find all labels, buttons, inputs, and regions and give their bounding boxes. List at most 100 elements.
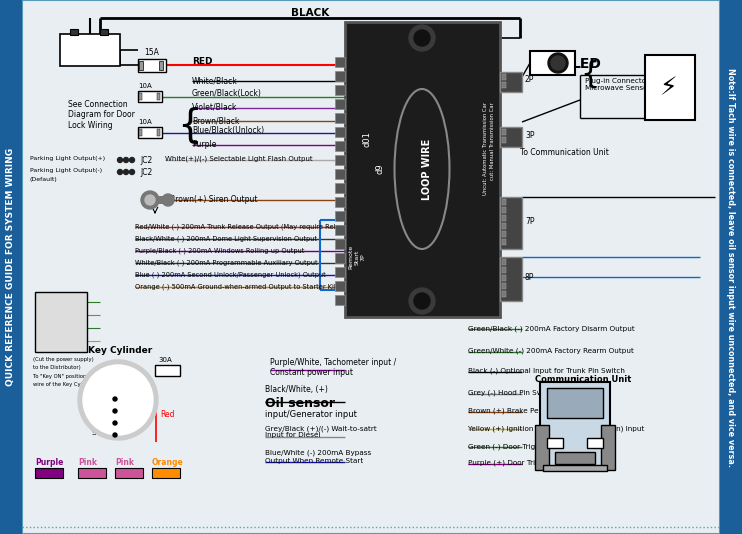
Text: RED: RED [192, 57, 212, 66]
Text: Communication Unit: Communication Unit [535, 375, 631, 384]
Bar [502, 137, 506, 143]
Bar [502, 215, 506, 221]
Circle shape [113, 409, 117, 413]
Bar [139, 61, 143, 70]
Text: Plug-in Connector for
Microwave Sensor: Plug-in Connector for Microwave Sensor [585, 78, 661, 91]
Text: Violet/Black: Violet/Black [192, 103, 237, 112]
Circle shape [113, 397, 117, 401]
Bar [335, 267, 345, 277]
Bar [502, 267, 506, 273]
Text: Parking Light Output(-): Parking Light Output(-) [30, 168, 102, 173]
Bar [78, 468, 106, 478]
Text: d9: d9 [375, 164, 384, 174]
Bar [335, 281, 345, 291]
Text: IGN #1: IGN #1 [92, 406, 118, 412]
Circle shape [113, 433, 117, 437]
Bar [540, 382, 610, 467]
Text: Green/White (-) 200mA Factory Rearm Output: Green/White (-) 200mA Factory Rearm Outp… [468, 348, 634, 355]
Text: Brown(+) Siren Output: Brown(+) Siren Output [170, 195, 257, 204]
Bar [335, 183, 345, 193]
Bar [547, 438, 563, 448]
Bar [547, 388, 603, 418]
Text: Pink: Pink [115, 458, 134, 467]
Bar [60, 34, 120, 66]
Text: Key Cylinder: Key Cylinder [88, 346, 152, 355]
Bar [138, 91, 162, 102]
Bar [335, 225, 345, 235]
Circle shape [117, 169, 122, 175]
Text: ACC: ACC [92, 394, 107, 400]
Text: Red/White (-) 200mA Trunk Release Output (May require Relay): Red/White (-) 200mA Trunk Release Output… [135, 223, 346, 230]
Text: 2P: 2P [525, 75, 534, 84]
Bar [100, 29, 108, 35]
Bar [555, 452, 595, 464]
Bar [502, 82, 506, 88]
Text: Purple/White, Tachometer input /
Constant power input: Purple/White, Tachometer input / Constan… [270, 358, 396, 378]
Text: d01: d01 [363, 131, 372, 147]
Text: Parking Light Output(+): Parking Light Output(+) [30, 156, 105, 161]
Text: ⊕    ⊖: ⊕ ⊖ [66, 38, 95, 48]
Text: 8P: 8P [525, 272, 534, 281]
Bar [502, 283, 506, 289]
Bar [152, 468, 180, 478]
Bar [502, 74, 506, 80]
Text: cut: Manual Transmission Car: cut: Manual Transmission Car [490, 102, 496, 180]
Circle shape [117, 158, 122, 162]
Text: Brown (+) Brake Pedal Input: Brown (+) Brake Pedal Input [468, 408, 571, 414]
Text: LED: LED [572, 57, 602, 71]
Bar [543, 465, 607, 471]
Text: to the Distributor): to the Distributor) [33, 365, 81, 370]
Text: (Default): (Default) [30, 177, 58, 182]
Circle shape [409, 288, 435, 314]
Bar [139, 129, 142, 136]
Bar [335, 71, 345, 81]
Bar [157, 129, 160, 136]
Bar [587, 438, 603, 448]
Bar [70, 29, 78, 35]
Text: Green: Green [36, 324, 53, 329]
Circle shape [130, 169, 134, 175]
Circle shape [130, 158, 134, 162]
Circle shape [123, 169, 128, 175]
Bar [530, 51, 575, 75]
Text: Battery: Battery [68, 50, 109, 60]
Bar [335, 197, 345, 207]
Bar [335, 141, 345, 151]
Bar [335, 155, 345, 165]
Circle shape [145, 195, 155, 205]
Text: See Connection
Diagram for Door
Lock Wiring: See Connection Diagram for Door Lock Wir… [68, 100, 135, 130]
Bar [502, 199, 506, 205]
Bar [502, 291, 506, 297]
Bar [502, 231, 506, 237]
Bar [335, 253, 345, 263]
Text: Orange: Orange [152, 458, 184, 467]
Text: Oil sensor: Oil sensor [265, 397, 335, 410]
Text: Purple/Black (-) 200mA Windows Rolling-up Output: Purple/Black (-) 200mA Windows Rolling-u… [135, 247, 304, 254]
Bar [335, 57, 345, 67]
Bar [138, 59, 166, 72]
Text: Blue (-) 200mA Second Unlock/Passenger Unlock) Output: Blue (-) 200mA Second Unlock/Passenger U… [135, 271, 326, 278]
Text: {: { [580, 59, 600, 89]
Bar [535, 425, 549, 470]
Bar [720, 0, 742, 534]
Bar [138, 127, 162, 138]
Text: White/Black (-) 200mA Programmable Auxiliary Output: White/Black (-) 200mA Programmable Auxil… [135, 259, 318, 265]
Text: START: START [92, 430, 114, 436]
Bar [35, 292, 87, 352]
Text: Orange: Orange [36, 314, 56, 319]
Text: Green/Black (-) 200mA Factory Disarm Output: Green/Black (-) 200mA Factory Disarm Out… [468, 325, 634, 332]
Circle shape [83, 365, 153, 435]
Bar [645, 55, 695, 120]
Text: 10A: 10A [138, 119, 152, 125]
Text: input/Generator input: input/Generator input [265, 410, 357, 419]
Text: Purple: Purple [192, 140, 217, 149]
Text: Black/White (-) 200mA Dome Light Supervision Output: Black/White (-) 200mA Dome Light Supervi… [135, 235, 317, 241]
Bar [335, 295, 345, 305]
Text: Blue/Black(Unlock): Blue/Black(Unlock) [192, 126, 264, 135]
Circle shape [113, 421, 117, 425]
Text: LOOP WIRE: LOOP WIRE [422, 138, 432, 200]
Bar [335, 113, 345, 123]
Bar [502, 207, 506, 213]
Text: Purple (+) Door Trigger Input: Purple (+) Door Trigger Input [468, 460, 573, 467]
Circle shape [551, 56, 565, 70]
